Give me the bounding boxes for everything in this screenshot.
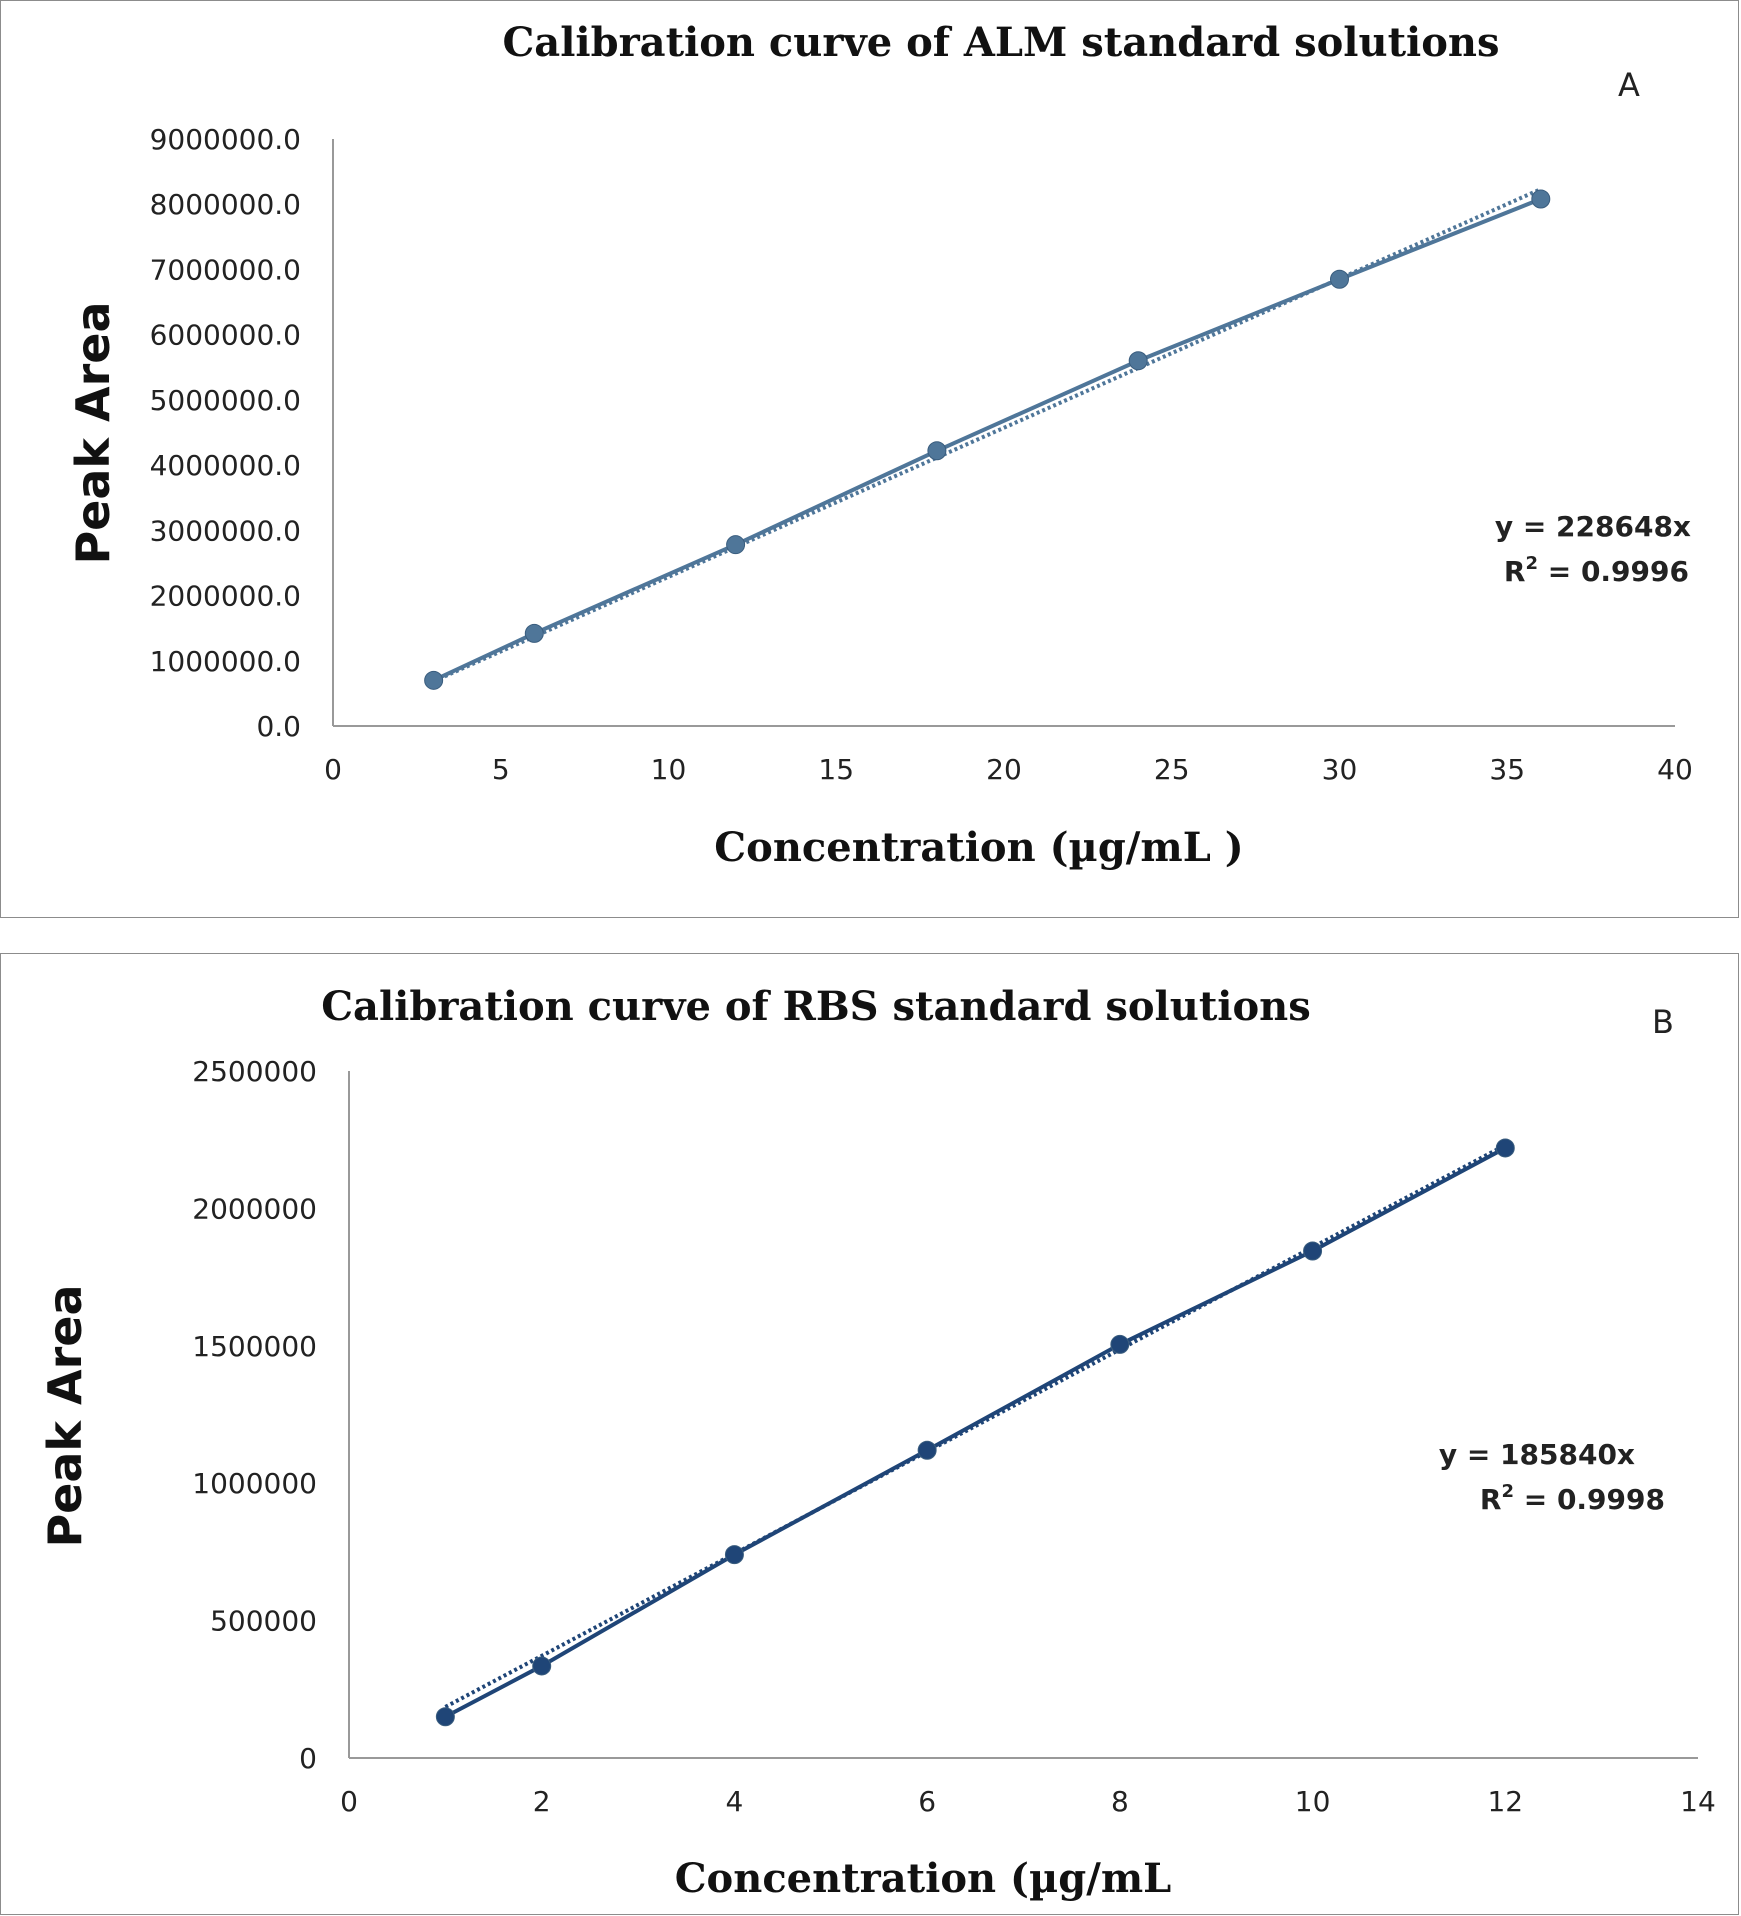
data-point — [1531, 189, 1551, 209]
x-tick-label: 35 — [1489, 753, 1525, 786]
chart-a: Calibration curve of ALM standard soluti… — [66, 19, 1693, 871]
chart-panel-b: Calibration curve of RBS standard soluti… — [0, 953, 1739, 1915]
x-tick-label: 8 — [1111, 1785, 1129, 1818]
data-point — [724, 1545, 744, 1565]
trendline — [432, 187, 1542, 684]
r-squared-superscript: 2 — [1501, 1481, 1514, 1502]
y-tick-label: 2000000.0 — [150, 580, 301, 613]
x-tick-label: 15 — [818, 753, 854, 786]
x-tick-label: 10 — [1295, 1785, 1331, 1818]
x-axis-label: Concentration (µg/mL ) — [714, 824, 1243, 871]
y-tick-label: 1000000.0 — [150, 645, 301, 678]
x-tick-label: 12 — [1487, 1785, 1523, 1818]
x-tick-label: 0 — [324, 753, 342, 786]
data-point — [424, 670, 444, 690]
data-point — [1110, 1334, 1130, 1354]
x-tick-label: 4 — [726, 1785, 744, 1818]
r-squared-symbol: R — [1480, 1483, 1502, 1516]
y-tick-label: 6000000.0 — [150, 319, 301, 352]
chart-title: Calibration curve of ALM standard soluti… — [502, 19, 1499, 66]
y-tick-label: 9000000.0 — [150, 123, 301, 156]
y-tick-label: 0.0 — [256, 710, 301, 743]
x-tick-label: 6 — [918, 1785, 936, 1818]
y-tick-label: 4000000.0 — [150, 449, 301, 482]
r-squared-superscript: 2 — [1525, 553, 1538, 574]
data-point — [524, 623, 544, 643]
y-axis-label: Peak Area — [38, 1284, 92, 1547]
x-tick-label: 25 — [1154, 753, 1190, 786]
x-tick-label: 2 — [533, 1785, 551, 1818]
y-tick-label: 1000000 — [192, 1467, 317, 1500]
y-axis-label: Peak Area — [66, 301, 120, 564]
y-tick-label: 2000000 — [192, 1192, 317, 1225]
y-tick-label: 5000000.0 — [150, 384, 301, 417]
chart-panel-a: Calibration curve of ALM standard soluti… — [0, 0, 1739, 918]
data-point — [1330, 269, 1349, 289]
y-tick-label: 3000000.0 — [150, 514, 301, 547]
y-tick-label: 2500000 — [192, 1055, 317, 1088]
data-point — [532, 1656, 552, 1676]
data-point — [1128, 351, 1148, 371]
trendline-equation: y = 228648x — [1495, 510, 1691, 543]
x-axis-label: Concentration (µg/mL — [675, 1855, 1172, 1902]
data-point — [917, 1440, 937, 1460]
x-tick-label: 20 — [986, 753, 1022, 786]
series-line — [444, 1146, 1507, 1719]
x-tick-label: 30 — [1322, 753, 1358, 786]
x-tick-label: 5 — [492, 753, 510, 786]
y-tick-label: 500000 — [210, 1605, 317, 1638]
y-tick-label: 1500000 — [192, 1330, 317, 1363]
y-tick-label: 8000000.0 — [150, 188, 301, 221]
plot-area: 0 2 4 6 8 10 12 14 0 500000 1000000 1500000 2000000 2… — [192, 1055, 1716, 1818]
data-point — [1303, 1241, 1323, 1261]
y-tick-label: 7000000.0 — [150, 253, 301, 286]
trendline — [444, 1143, 1507, 1709]
data-point — [1495, 1138, 1515, 1158]
data-point — [726, 535, 746, 555]
y-tick-label: 0 — [299, 1742, 317, 1775]
r-squared-label: R2 = 0.9996 — [1504, 553, 1689, 588]
x-tick-label: 0 — [340, 1785, 358, 1818]
x-tick-label: 40 — [1657, 753, 1693, 786]
r-squared-value: = 0.9998 — [1514, 1483, 1665, 1516]
data-point — [927, 441, 947, 461]
chart-b: Calibration curve of RBS standard soluti… — [38, 983, 1716, 1902]
x-tick-label: 14 — [1680, 1785, 1716, 1818]
chart-title: Calibration curve of RBS standard soluti… — [321, 983, 1311, 1030]
panel-label: B — [1652, 1003, 1674, 1041]
r-squared-value: = 0.9996 — [1538, 555, 1689, 588]
plot-area: 0 5 10 15 20 25 30 35 40 0.0 1000000.0 2000000.0 300… — [150, 123, 1693, 786]
r-squared-label: R2 = 0.9998 — [1480, 1481, 1665, 1516]
x-tick-label: 10 — [651, 753, 687, 786]
r-squared-symbol: R — [1504, 555, 1526, 588]
data-point — [435, 1707, 455, 1727]
panel-label: A — [1618, 66, 1640, 104]
trendline-equation: y = 185840x — [1439, 1438, 1635, 1471]
